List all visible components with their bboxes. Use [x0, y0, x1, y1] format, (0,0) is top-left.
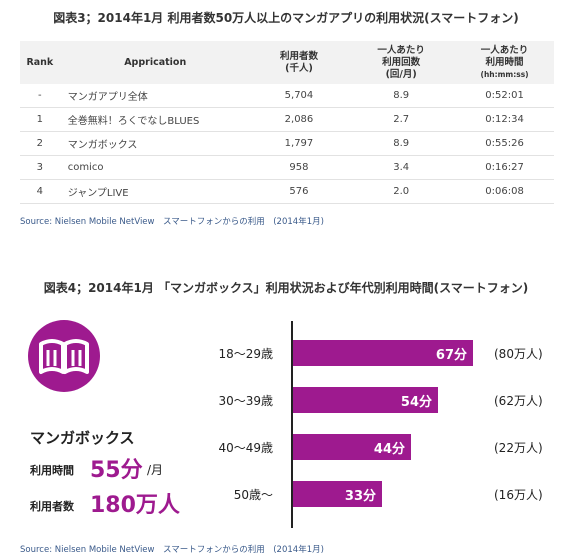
- usage-time-unit: /月: [147, 463, 164, 477]
- cell-users: 1,797: [250, 131, 348, 156]
- cell-app: マンガアプリ全体: [59, 84, 251, 108]
- age-label: 30〜39歳: [218, 394, 273, 408]
- cell-count: 3.4: [347, 155, 456, 180]
- header-count-unit: (回/月): [385, 68, 417, 80]
- cell-users: 576: [250, 179, 348, 204]
- table-header-row: Rank Apprication 利用者数 (千人) 一人あたり 利用回数 (回…: [20, 41, 554, 84]
- cell-count: 8.9: [347, 84, 456, 108]
- table-row: 3 comico 958 3.4 0:16:27: [20, 155, 554, 180]
- age-label: 40〜49歳: [218, 441, 273, 455]
- bar-value-label: 54分: [400, 395, 432, 410]
- figure4-title: 図表4；2014年1月 「マンガボックス」利用状況および年代別利用時間(スマート…: [43, 281, 529, 295]
- cell-app: マンガボックス: [59, 131, 251, 156]
- user-count-value: 180万人: [90, 493, 180, 518]
- header-time-line2: 利用時間: [485, 56, 524, 68]
- usage-bar: 67分: [293, 340, 473, 366]
- user-count-label: (62万人): [494, 394, 543, 408]
- usage-time-label: 利用時間: [30, 464, 74, 477]
- cell-app: ジャンプLIVE: [59, 179, 251, 204]
- cell-time: 0:12:34: [455, 107, 554, 132]
- table-row: 4 ジャンプLIVE 576 2.0 0:06:08: [20, 179, 554, 204]
- cell-count: 8.9: [347, 131, 456, 156]
- usage-bar: 33分: [293, 481, 382, 507]
- figure4-source: Source: Nielsen Mobile NetView スマートフォンから…: [20, 545, 324, 555]
- header-usage-count: 一人あたり 利用回数 (回/月): [347, 41, 456, 84]
- figure3-source: Source: Nielsen Mobile NetView スマートフォンから…: [20, 217, 324, 227]
- table-row: - マンガアプリ全体 5,704 8.9 0:52:01: [20, 84, 554, 108]
- user-count-label: (80万人): [494, 347, 543, 361]
- usage-bar: 44分: [293, 434, 411, 460]
- manga-app-usage-table: Rank Apprication 利用者数 (千人) 一人あたり 利用回数 (回…: [20, 41, 554, 204]
- bar-value-label: 44分: [373, 442, 405, 457]
- header-application: Apprication: [59, 41, 251, 84]
- header-users: 利用者数 (千人): [250, 41, 348, 84]
- header-usage-time: 一人あたり 利用時間 (hh:mm:ss): [455, 41, 554, 84]
- app-name: マンガボックス: [30, 429, 135, 447]
- header-time-line1: 一人あたり: [480, 44, 529, 56]
- header-count-line2: 利用回数: [382, 56, 421, 68]
- cell-time: 0:55:26: [455, 131, 554, 156]
- usage-time-value: 55分: [90, 458, 143, 483]
- cell-users: 5,704: [250, 84, 348, 108]
- cell-users: 2,086: [250, 107, 348, 132]
- header-users-label: 利用者数: [279, 50, 318, 62]
- cell-rank: -: [20, 84, 60, 108]
- table-row: 1 全巻無料！ろくでなしBLUES 2,086 2.7 0:12:34: [20, 107, 554, 132]
- header-count-line1: 一人あたり: [377, 44, 425, 56]
- age-label: 50歳〜: [233, 488, 273, 502]
- usage-bar: 54分: [293, 387, 438, 413]
- cell-rank: 3: [20, 155, 60, 180]
- user-count-label: (22万人): [494, 441, 543, 455]
- cell-time: 0:52:01: [455, 84, 554, 108]
- cell-app: 全巻無料！ろくでなしBLUES: [59, 107, 251, 132]
- bar-value-label: 67分: [435, 348, 467, 363]
- age-label: 18〜29歳: [218, 347, 273, 361]
- header-users-unit: (千人): [285, 62, 313, 74]
- header-time-unit: (hh:mm:ss): [480, 69, 529, 79]
- cell-app: comico: [59, 155, 251, 180]
- cell-time: 0:06:08: [455, 179, 554, 204]
- table-row: 2 マンガボックス 1,797 8.9 0:55:26: [20, 131, 554, 156]
- bar-value-label: 33分: [344, 489, 376, 504]
- cell-count: 2.7: [347, 107, 456, 132]
- figure3-title: 図表3；2014年1月 利用者数50万人以上のマンガアプリの利用状況(スマートフ…: [53, 11, 519, 25]
- user-count-label: (16万人): [494, 488, 543, 502]
- header-rank: Rank: [20, 41, 60, 84]
- cell-rank: 1: [20, 107, 60, 132]
- user-count-label: 利用者数: [30, 500, 74, 513]
- cell-count: 2.0: [347, 179, 456, 204]
- chart-axis: [291, 321, 293, 528]
- open-book-icon: [28, 320, 100, 392]
- cell-rank: 4: [20, 179, 60, 204]
- cell-time: 0:16:27: [455, 155, 554, 180]
- cell-users: 958: [250, 155, 348, 180]
- cell-rank: 2: [20, 131, 60, 156]
